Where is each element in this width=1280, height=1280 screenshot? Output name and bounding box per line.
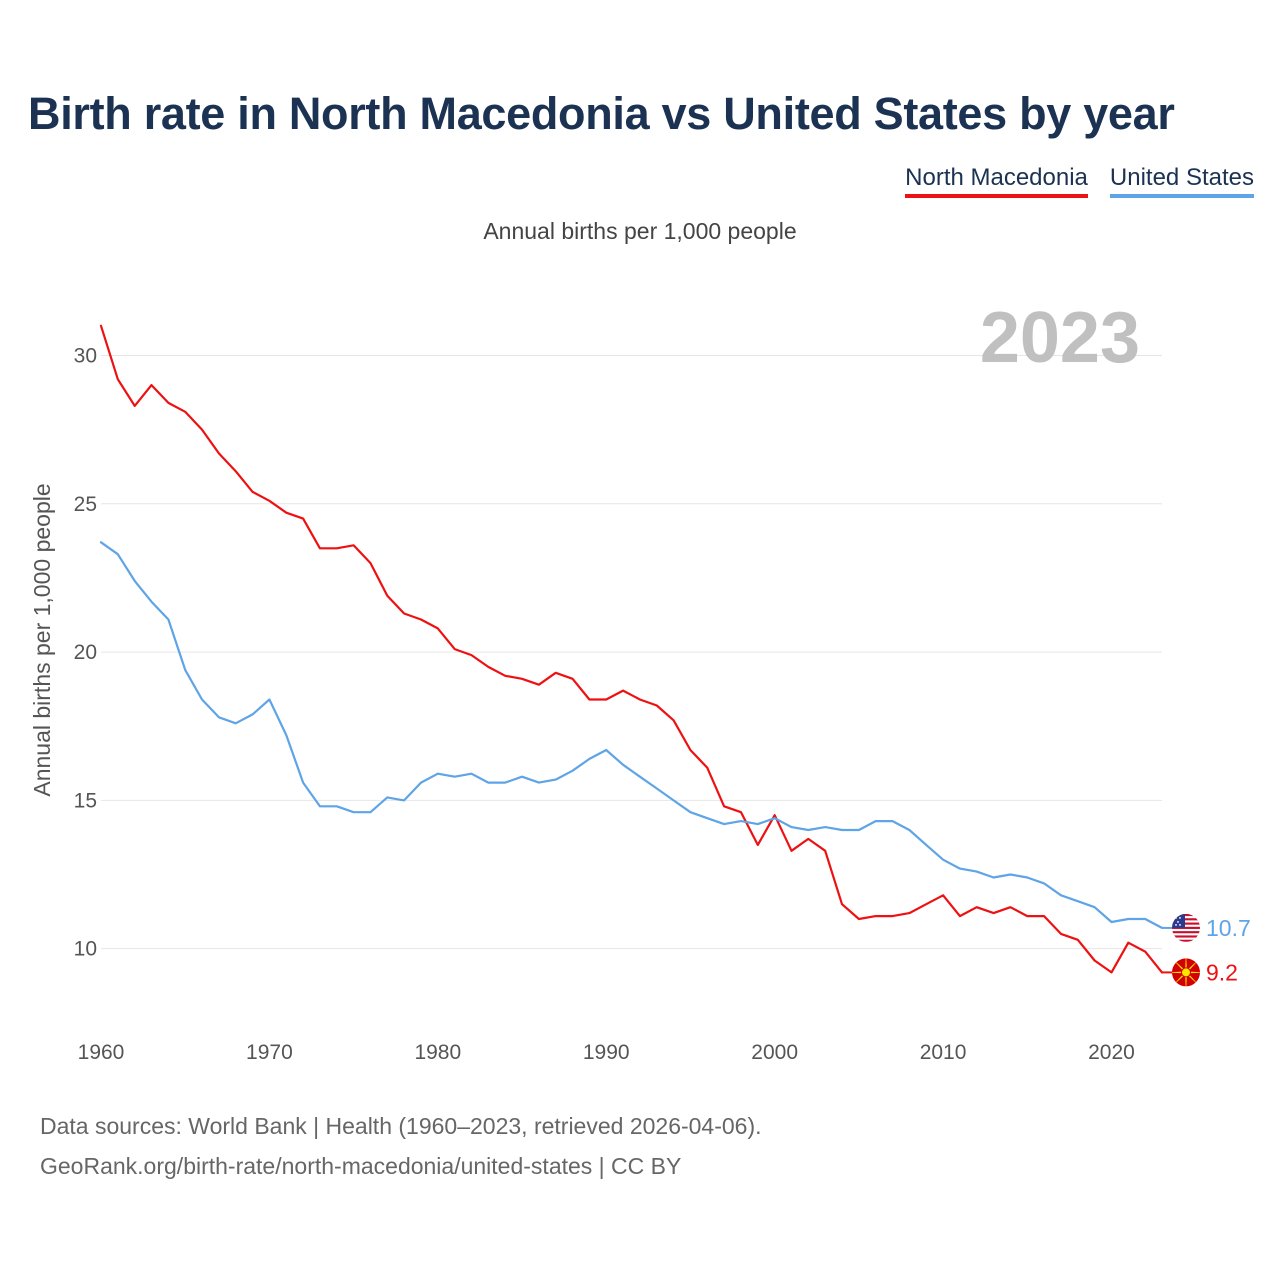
year-watermark: 2023 (980, 298, 1140, 378)
source-note: Data sources: World Bank | Health (1960–… (40, 1106, 762, 1186)
chart-subtitle: Annual births per 1,000 people (483, 218, 797, 244)
x-tick-label: 1960 (78, 1041, 125, 1064)
y-tick-label: 25 (74, 493, 97, 516)
north-macedonia-flag-icon (1172, 958, 1200, 987)
x-tick-label: 2010 (920, 1041, 967, 1064)
legend: North Macedonia United States (905, 164, 1254, 198)
source-line-2: GeoRank.org/birth-rate/north-macedonia/u… (40, 1153, 682, 1179)
x-tick-label: 2000 (751, 1041, 798, 1064)
y-tick-label: 20 (74, 641, 97, 664)
x-tick-label: 2020 (1088, 1041, 1135, 1064)
x-tick-label: 1990 (583, 1041, 630, 1064)
chart-title: Birth rate in North Macedonia vs United … (28, 88, 1175, 139)
y-axis-label: Annual births per 1,000 people (29, 483, 55, 796)
legend-north-macedonia[interactable]: North Macedonia (905, 164, 1088, 198)
x-tick-label: 1980 (414, 1041, 461, 1064)
legend-united-states[interactable]: United States (1109, 164, 1254, 198)
series-line-north-macedonia (99, 324, 1164, 974)
x-tick-label: 1970 (246, 1041, 293, 1064)
y-tick-label: 10 (74, 938, 97, 961)
y-tick-label: 30 (74, 344, 97, 367)
y-tick-label: 15 (74, 789, 97, 812)
source-line-1: Data sources: World Bank | Health (1960–… (40, 1113, 762, 1139)
end-value-label: 10.7 (1206, 915, 1251, 941)
series-line-united-states (99, 541, 1164, 930)
united-states-flag-icon (1172, 913, 1200, 942)
end-value-label: 9.2 (1206, 959, 1238, 985)
